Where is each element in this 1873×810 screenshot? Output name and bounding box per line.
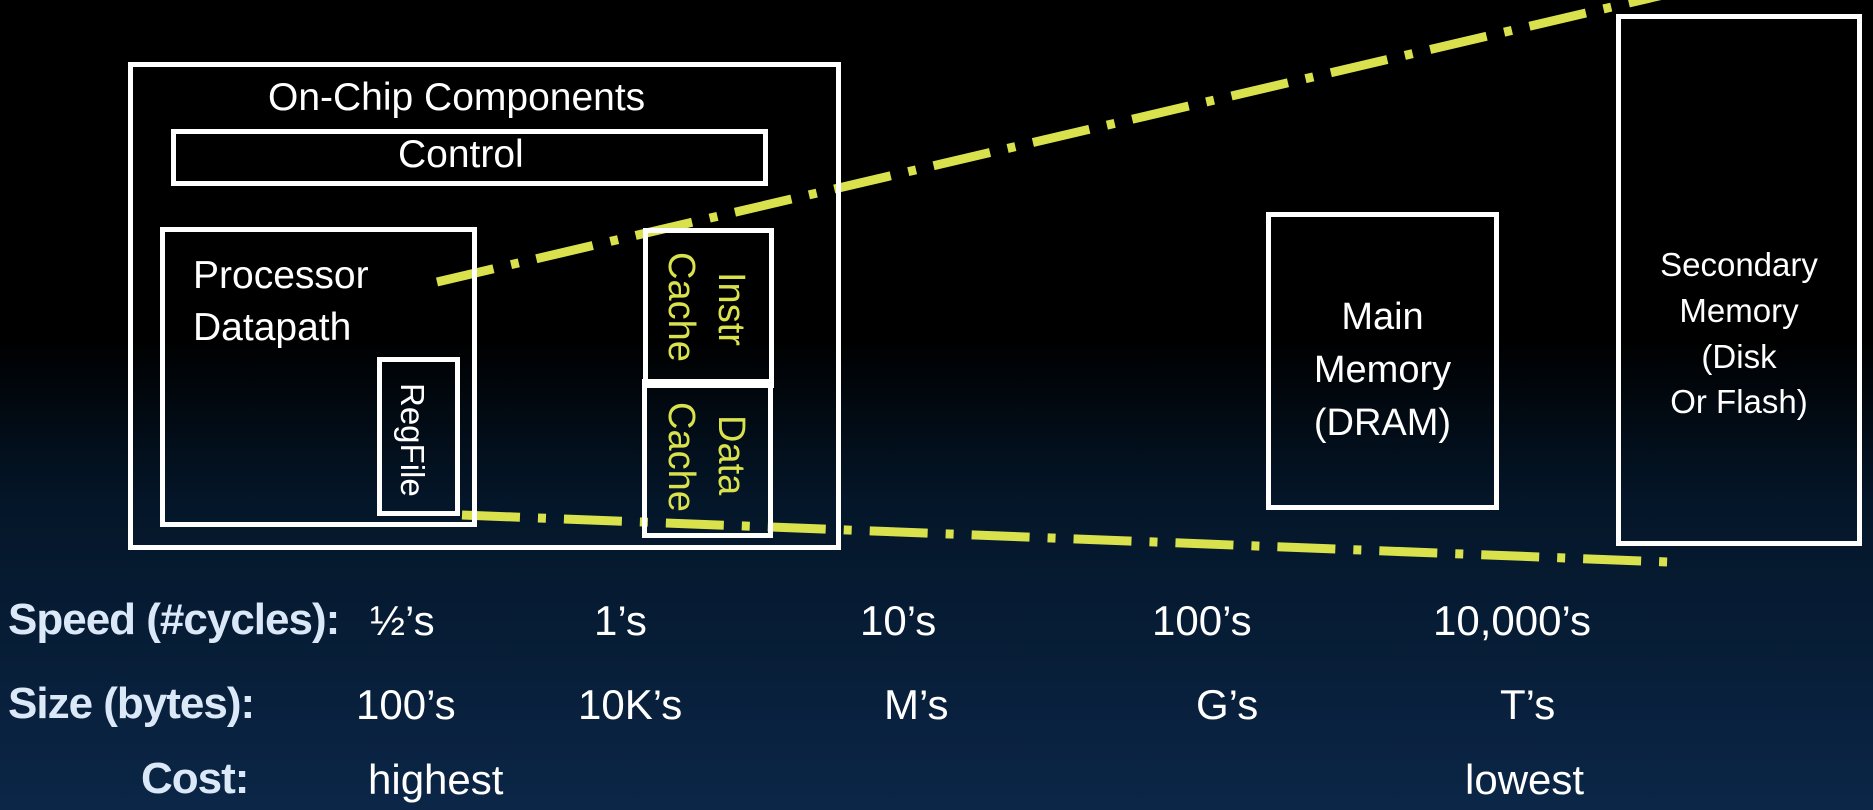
size-value: 10K’s [578, 681, 683, 728]
data-cache-label-line1: Data [710, 415, 752, 496]
instr-cache-label-line2: Cache [660, 252, 702, 362]
processor-datapath-box [160, 227, 477, 527]
control-box [171, 129, 768, 186]
regfile-box [377, 357, 460, 516]
main-memory-box [1266, 212, 1499, 510]
on-chip-components-box [128, 62, 841, 550]
processor-label: Processor [193, 254, 369, 297]
secondary-memory-line3: (Disk [1701, 338, 1777, 375]
speed-value: ½’s [370, 597, 435, 644]
secondary-memory-line4: Or Flash) [1670, 383, 1808, 420]
size-value: 100’s [356, 681, 456, 728]
main-memory-line1: Main [1341, 296, 1424, 338]
datapath-label: Datapath [193, 306, 352, 349]
cost-label: Cost: [141, 754, 249, 803]
projection-line-top [435, 0, 1662, 287]
speed-value: 10’s [860, 597, 937, 644]
size-value: G’s [1196, 681, 1259, 728]
data-cache-label-line2: Cache [660, 402, 702, 512]
instr-cache-label-line1: Instr [710, 272, 752, 346]
speed-value: 100’s [1152, 597, 1252, 644]
instr-cache-box [643, 228, 774, 388]
speed-label: Speed (#cycles): [8, 595, 340, 644]
cost-value-highest: highest [368, 756, 504, 803]
secondary-memory-line2: Memory [1679, 292, 1799, 329]
regfile-label: RegFile [394, 383, 431, 497]
on-chip-title: On-Chip Components [268, 76, 646, 119]
speed-value: 1’s [594, 597, 647, 644]
size-value: M’s [884, 681, 949, 728]
data-cache-box [642, 379, 773, 538]
control-label: Control [398, 133, 524, 176]
speed-value: 10,000’s [1433, 597, 1592, 644]
secondary-memory-line1: Secondary [1660, 246, 1818, 283]
secondary-memory-box [1616, 14, 1862, 546]
size-label: Size (bytes): [8, 679, 255, 728]
main-memory-line2: Memory [1313, 349, 1452, 391]
size-value: T’s [1500, 681, 1556, 728]
main-memory-line3: (DRAM) [1313, 402, 1452, 444]
cost-value-lowest: lowest [1465, 756, 1585, 803]
